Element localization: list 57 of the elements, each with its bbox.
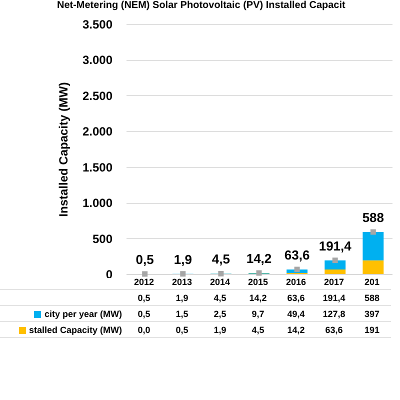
data-label: 0,5: [136, 308, 152, 320]
data-label: 0,5: [136, 292, 152, 304]
x-tick-label: 2016: [284, 276, 308, 288]
y-tick-label: 1.500: [82, 160, 113, 174]
point: [142, 271, 148, 277]
total-label: 0,5: [136, 252, 154, 267]
x-tick-label: 2014: [208, 276, 232, 288]
data-label: 4,5: [250, 324, 266, 336]
point: [256, 270, 262, 276]
data-label: 0,0: [136, 324, 152, 336]
data-label: 1,5: [174, 308, 190, 320]
data-label: 191,4: [322, 292, 346, 304]
x-tick-label: 2015: [246, 276, 270, 288]
bar: [362, 232, 384, 260]
data-label: 1,9: [174, 292, 190, 304]
point: [294, 266, 300, 272]
point: [218, 270, 224, 276]
data-label: 191: [363, 324, 381, 336]
legend-label: city per year (MW): [43, 308, 123, 321]
total-label: 1,9: [174, 252, 192, 267]
y-tick-label: 3.000: [82, 53, 113, 68]
y-tick-label: 2.500: [82, 88, 113, 103]
point: [332, 258, 338, 264]
total-label: 191,4: [318, 238, 352, 254]
data-label: 14,2: [248, 292, 268, 304]
data-label: 4,5: [212, 292, 228, 304]
total-label: 14,2: [246, 250, 272, 266]
total-label: 588: [362, 210, 384, 225]
y-tick-label: 1.000: [82, 196, 113, 210]
data-label: 1,9: [212, 324, 228, 336]
y-tick-label: 500: [92, 232, 113, 246]
data-label: 49,4: [286, 308, 306, 320]
total-label: 4,5: [212, 252, 230, 267]
chart-title: Net-Metering (NEM) Solar Photovoltaic (PV) Installed Capacit: [56, 0, 346, 11]
x-tick-label: 201: [363, 276, 381, 288]
total-label: 63,6: [284, 247, 310, 262]
y-tick-label: 3.500: [82, 18, 113, 32]
data-label: 9,7: [250, 308, 266, 320]
x-tick-label: 2017: [322, 276, 346, 288]
x-tick-label: 2013: [170, 276, 194, 288]
y-axis-title: Installed Capacity (MW): [56, 82, 70, 217]
legend-label: stalled Capacity (MW): [28, 324, 123, 337]
bar: [324, 269, 346, 274]
data-label: 14,2: [286, 324, 306, 336]
data-label: 63,6: [286, 292, 306, 304]
x-tick-label: 2012: [132, 276, 156, 288]
y-tick-label: 2.000: [82, 124, 113, 139]
data-label: 588: [363, 292, 381, 304]
point: [180, 271, 186, 277]
data-label: 397: [363, 308, 381, 320]
bar: [362, 260, 384, 274]
data-label: 63,6: [324, 324, 344, 336]
point: [370, 229, 376, 235]
data-label: 127,8: [322, 308, 346, 320]
data-label: 2,5: [212, 308, 228, 320]
bar: [324, 260, 346, 270]
data-label: 0,5: [174, 324, 190, 336]
